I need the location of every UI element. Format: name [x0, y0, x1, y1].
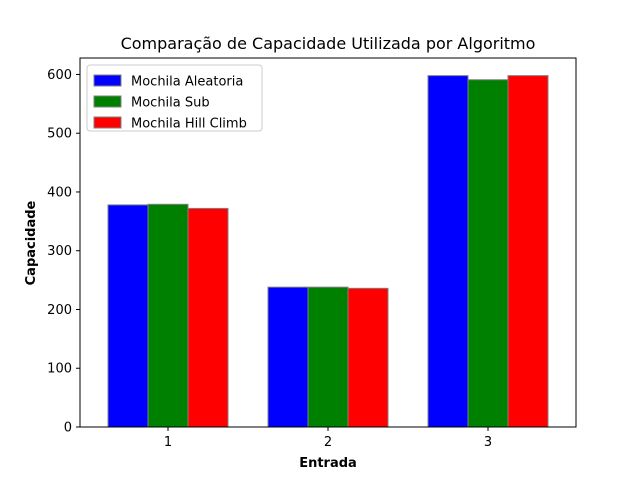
y-tick-label: 200 [47, 303, 72, 318]
legend-label: Mochila Hill Climb [131, 117, 247, 132]
x-tick-label: 3 [484, 435, 492, 450]
x-tick-label: 1 [164, 435, 172, 450]
bar [347, 287, 389, 428]
y-axis-label: Capacidade [24, 200, 39, 285]
legend-box [86, 64, 263, 132]
bar [307, 286, 349, 428]
legend-label: Mochila Aleatoria [131, 75, 243, 90]
y-tick-label: 0 [64, 421, 72, 436]
y-tick-label: 600 [47, 68, 72, 83]
legend-swatch [93, 116, 122, 129]
legend-swatch [93, 95, 122, 108]
bar [187, 207, 229, 428]
y-tick-label: 500 [47, 127, 72, 142]
bar [507, 75, 549, 428]
bar [107, 204, 149, 428]
y-tick-label: 400 [47, 185, 72, 200]
legend-swatch [93, 74, 122, 87]
y-tick-label: 300 [47, 244, 72, 259]
bar [467, 79, 509, 428]
y-axis: 0 100 200 300 400 500 600 [47, 68, 80, 436]
x-axis-label: Entrada [299, 456, 357, 471]
y-tick-label: 100 [47, 362, 72, 377]
chart-title: Comparação de Capacidade Utilizada por A… [121, 34, 536, 53]
bar [427, 75, 469, 428]
legend-label: Mochila Sub [131, 96, 210, 111]
x-axis: 1 2 3 [164, 427, 492, 450]
bar [267, 286, 309, 428]
bar [147, 203, 189, 428]
x-tick-label: 2 [324, 435, 332, 450]
legend: Mochila Aleatoria Mochila Sub Mochila Hill… [86, 64, 263, 132]
plot-area [107, 75, 549, 428]
